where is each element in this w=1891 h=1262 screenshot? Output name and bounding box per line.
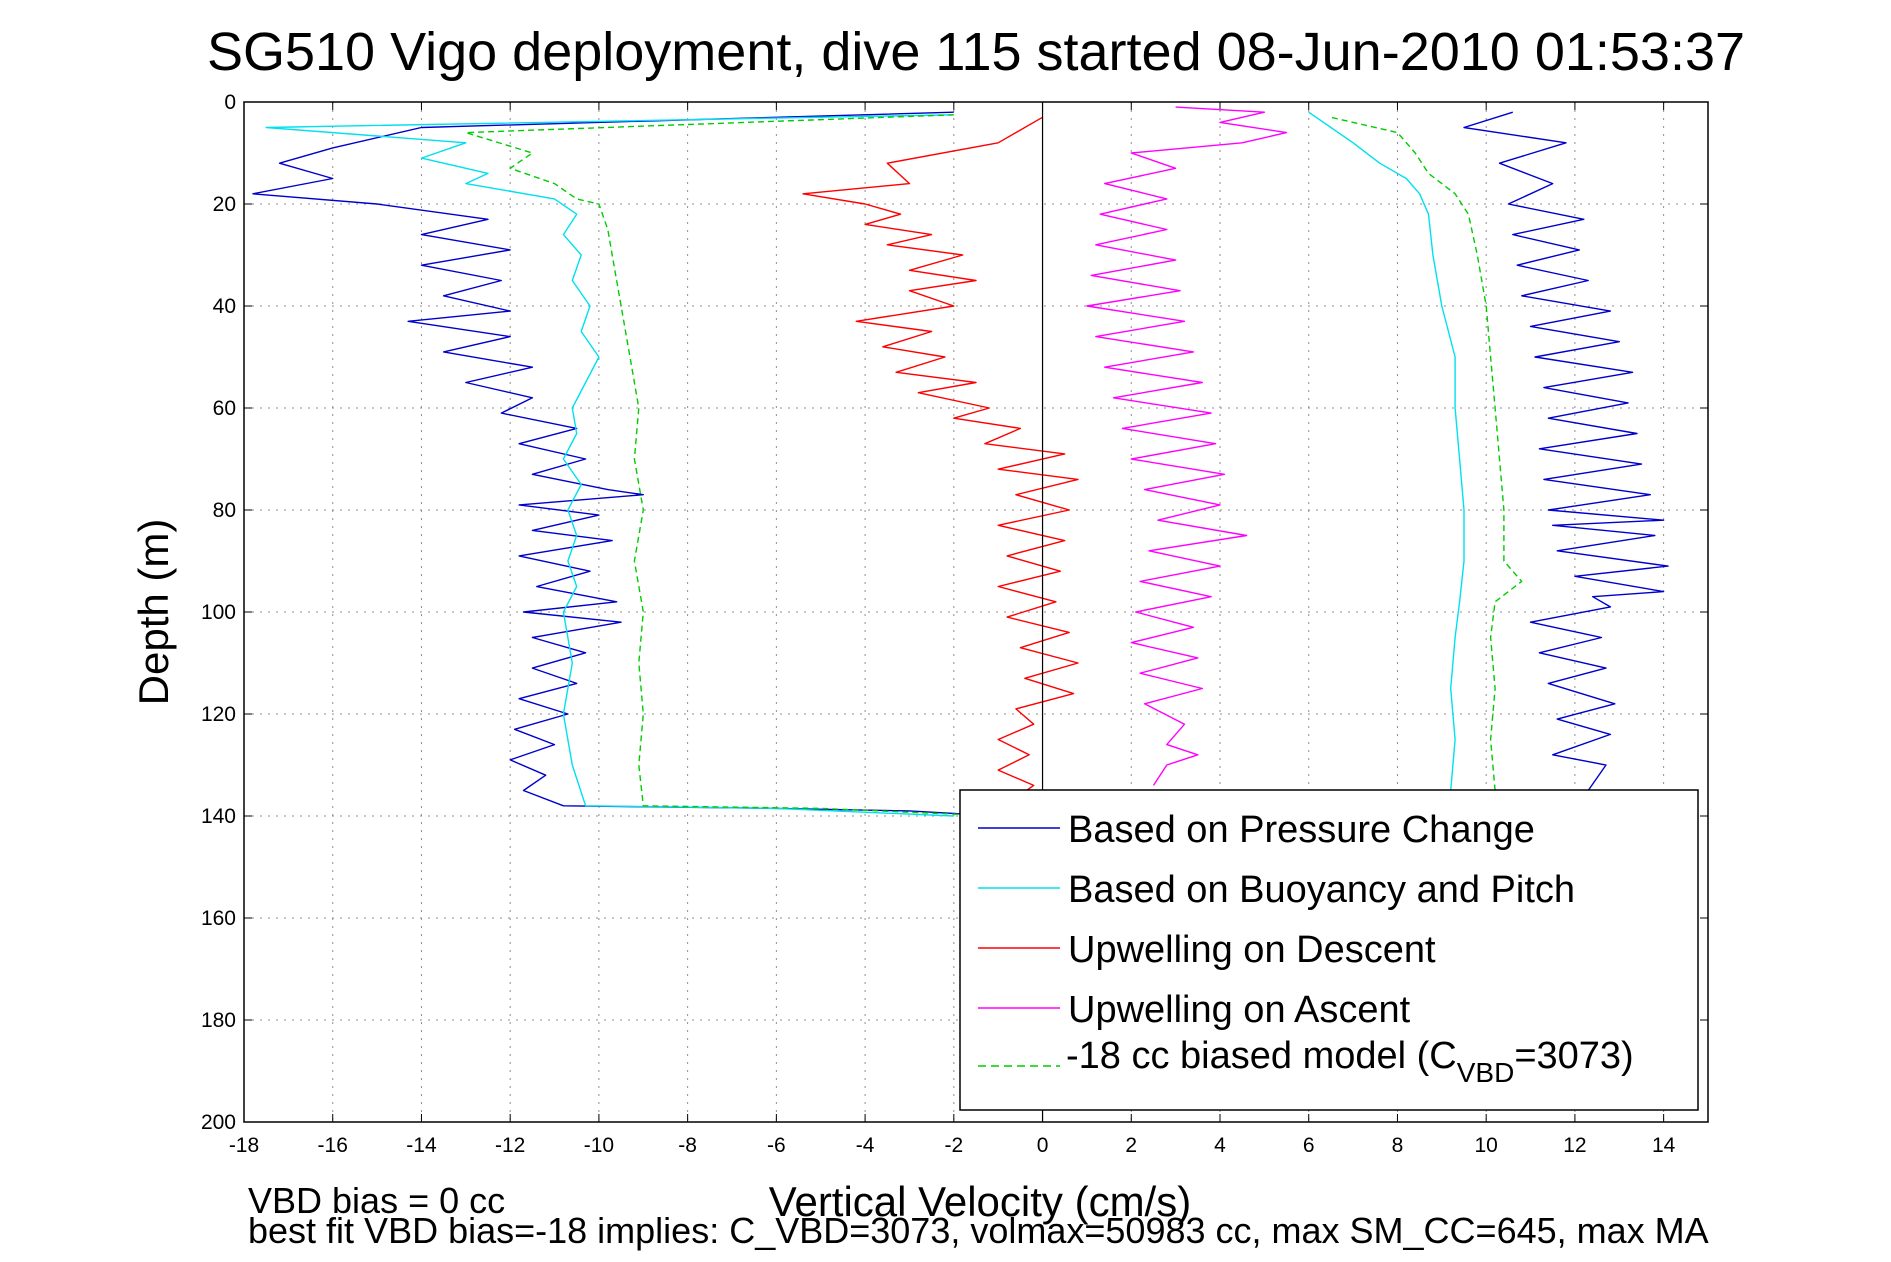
legend: Based on Pressure Change Based on Buoyan… bbox=[959, 789, 1699, 1111]
legend-label-buoyancy: Based on Buoyancy and Pitch bbox=[1068, 869, 1575, 911]
series-line-6 bbox=[1308, 111, 1465, 791]
y-tick-label: 100 bbox=[201, 601, 236, 624]
vbd-bias-annotation: VBD bias = 0 cc bbox=[248, 1180, 505, 1221]
series-line-5 bbox=[1463, 111, 1669, 791]
x-tick-label: -6 bbox=[767, 1134, 786, 1157]
series-line-4 bbox=[465, 114, 999, 817]
series-line-3 bbox=[1086, 106, 1288, 786]
legend-entry-pressure: Based on Pressure Change bbox=[978, 809, 1535, 851]
legend-label-pressure: Based on Pressure Change bbox=[1068, 809, 1535, 851]
x-tick-label: 4 bbox=[1214, 1134, 1226, 1157]
y-tick-label: 120 bbox=[201, 703, 236, 726]
y-tick-label: 140 bbox=[201, 805, 236, 828]
legend-label-biased-tail: =3073) bbox=[1514, 1035, 1633, 1077]
x-tick-label: -2 bbox=[944, 1134, 963, 1157]
y-tick-label: 0 bbox=[224, 91, 236, 114]
best-fit-annotation: best fit VBD bias=-18 implies: C_VBD=307… bbox=[248, 1210, 1709, 1251]
x-tick-label: 10 bbox=[1475, 1134, 1498, 1157]
x-tick-label: -10 bbox=[584, 1134, 614, 1157]
x-tick-label: 0 bbox=[1037, 1134, 1049, 1157]
y-tick-label: 60 bbox=[213, 397, 236, 420]
legend-label-biased-main: -18 cc biased model (C bbox=[1066, 1035, 1457, 1077]
chart-title: SG510 Vigo deployment, dive 115 started … bbox=[207, 22, 1745, 82]
y-tick-label: 40 bbox=[213, 295, 236, 318]
x-axis-label: Vertical Velocity (cm/s) bbox=[769, 1178, 1191, 1225]
x-tick-label: 8 bbox=[1392, 1134, 1404, 1157]
legend-label-biased-sub: VBD bbox=[1457, 1057, 1515, 1088]
legend-entry-upwelling-ascent: Upwelling on Ascent bbox=[978, 989, 1411, 1031]
x-tick-label: 6 bbox=[1303, 1134, 1315, 1157]
y-tick-label: 160 bbox=[201, 907, 236, 930]
x-tick-label: -8 bbox=[678, 1134, 697, 1157]
legend-box bbox=[959, 789, 1699, 1111]
y-tick-label: 200 bbox=[201, 1111, 236, 1134]
series-line-7 bbox=[1330, 116, 1523, 791]
series-line-1 bbox=[265, 114, 954, 817]
x-tick-label: -16 bbox=[318, 1134, 348, 1157]
x-tick-label: 2 bbox=[1125, 1134, 1137, 1157]
y-axis-label: Depth (m) bbox=[130, 519, 177, 706]
legend-label-upwelling-descent: Upwelling on Descent bbox=[1068, 929, 1436, 971]
legend-label-upwelling-ascent: Upwelling on Ascent bbox=[1068, 989, 1411, 1031]
series-line-0 bbox=[252, 111, 999, 817]
legend-label-biased-model: -18 cc biased model (CVBD=3073) bbox=[1066, 1035, 1634, 1088]
legend-entry-biased-model: -18 cc biased model (CVBD=3073) bbox=[978, 1035, 1634, 1088]
series-line-2 bbox=[802, 116, 1079, 802]
x-tick-label: -4 bbox=[856, 1134, 875, 1157]
series-layer bbox=[252, 106, 1669, 817]
y-tick-label: 80 bbox=[213, 499, 236, 522]
x-tick-label: -12 bbox=[495, 1134, 525, 1157]
x-tick-label: -18 bbox=[229, 1134, 259, 1157]
x-tick-label: -14 bbox=[406, 1134, 437, 1157]
legend-entry-buoyancy: Based on Buoyancy and Pitch bbox=[978, 869, 1575, 911]
x-tick-label: 14 bbox=[1652, 1134, 1676, 1157]
y-tick-label: 20 bbox=[213, 193, 236, 216]
axis-ticks: -18 -16 -14 -12 -10 -8 -6 -4 -2 0 2 4 6 8 10 12 14020406… bbox=[201, 91, 1708, 1157]
legend-entry-upwelling-descent: Upwelling on Descent bbox=[978, 929, 1436, 971]
y-tick-label: 180 bbox=[201, 1009, 236, 1032]
x-tick-label: 12 bbox=[1563, 1134, 1586, 1157]
